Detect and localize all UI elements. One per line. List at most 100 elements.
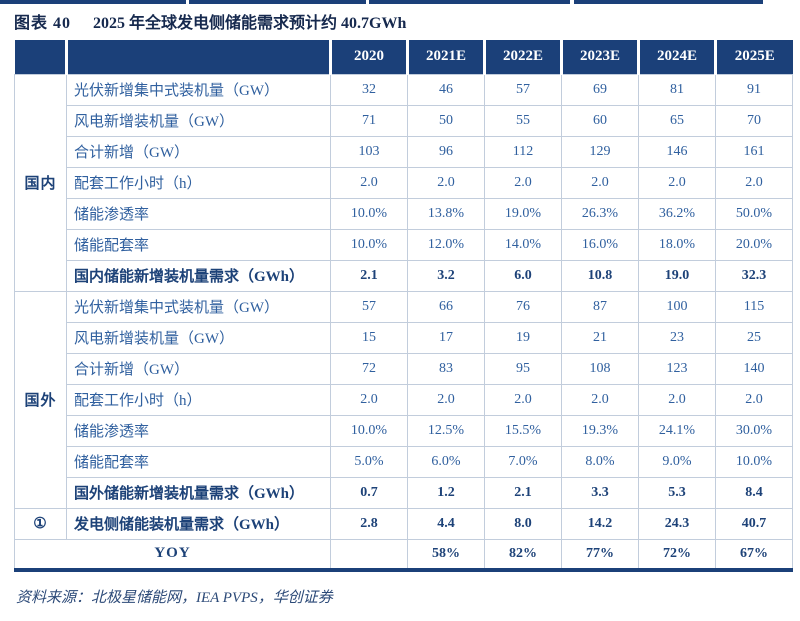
row-label-cell: 储能配套率 [66, 445, 331, 478]
value-cell: 50.0% [715, 197, 793, 230]
value-cell: 12.0% [407, 228, 485, 261]
value-cell: 83 [407, 352, 485, 385]
table-row: 合计新增（GW） 72 83 95 108 123 140 [15, 352, 793, 385]
value-cell: 100 [638, 290, 716, 323]
figure-title-text: 2025 年全球发电侧储能需求预计约 40.7GWh [93, 15, 407, 32]
value-cell: 10.0% [330, 228, 408, 261]
value-cell: 4.4 [407, 507, 485, 540]
value-cell: 2.8 [330, 507, 408, 540]
source-note: 资料来源：北极星储能网，IEA PVPS，华创证券 [16, 590, 333, 606]
value-cell: 9.0% [638, 445, 716, 478]
row-label-cell: 储能渗透率 [66, 197, 331, 230]
value-cell: 10.8 [561, 259, 639, 292]
value-cell: 30.0% [715, 414, 793, 447]
value-cell: 91 [715, 73, 793, 106]
figure-title: 图表 40 2025 年全球发电侧储能需求预计约 40.7GWh [14, 9, 406, 33]
value-cell: 25 [715, 321, 793, 354]
column-header-2025E: 2025E [714, 40, 793, 74]
row-label-cell: 发电侧储能装机量需求（GWh） [66, 507, 331, 540]
row-label-cell: 风电新增装机量（GW） [66, 104, 331, 137]
total-row: ① 发电侧储能装机量需求（GWh） 2.8 4.4 8.0 14.2 24.3 40.7 [14, 507, 793, 540]
value-cell: 140 [715, 352, 793, 385]
group-label-cell: 国外 [14, 290, 67, 509]
value-cell: 19.3% [561, 414, 639, 447]
row-label-cell: 配套工作小时（h） [66, 383, 331, 416]
group-label-cell: 国内 [14, 73, 67, 292]
value-cell: 8.4 [715, 476, 793, 509]
value-cell: 50 [407, 104, 485, 137]
table-row: 储能渗透率 10.0% 12.5% 15.5% 19.3% 24.1% 30.0% [15, 414, 793, 447]
table-row: 合计新增（GW） 103 96 112 129 146 161 [15, 135, 793, 168]
value-cell: 112 [484, 135, 562, 168]
table-row: 国外储能新增装机量需求（GWh） 0.7 1.2 2.1 3.3 5.3 8.4 [15, 476, 793, 509]
cropped-table-edge [0, 0, 763, 4]
value-cell: 69 [561, 73, 639, 106]
table-row: 风电新增装机量（GW） 71 50 55 60 65 70 [15, 104, 793, 137]
figure-label: 图表 40 [14, 15, 72, 32]
value-cell: 10.0% [330, 197, 408, 230]
value-cell: 115 [715, 290, 793, 323]
value-cell: 77% [561, 538, 639, 572]
yoy-label-cell: YOY [14, 538, 331, 572]
table-header-row: 2020 2021E 2022E 2023E 2024E 2025E [14, 40, 793, 74]
value-cell: 6.0% [407, 445, 485, 478]
value-cell: 12.5% [407, 414, 485, 447]
row-label-cell: 光伏新增集中式装机量（GW） [66, 290, 331, 323]
value-cell: 66 [407, 290, 485, 323]
value-cell: 24.3 [638, 507, 716, 540]
value-cell: 146 [638, 135, 716, 168]
column-header-2023E: 2023E [560, 40, 639, 74]
row-label-cell: 国内储能新增装机量需求（GWh） [66, 259, 331, 292]
row-label-cell: 国外储能新增装机量需求（GWh） [66, 476, 331, 509]
table-row: 国外 光伏新增集中式装机量（GW） 57 66 76 87 100 115 [14, 290, 793, 509]
value-cell: 76 [484, 290, 562, 323]
value-cell: 13.8% [407, 197, 485, 230]
value-cell: 3.3 [561, 476, 639, 509]
value-cell: 7.0% [484, 445, 562, 478]
value-cell: 1.2 [407, 476, 485, 509]
header-empty-group-cell [14, 40, 67, 74]
value-cell: 2.0 [715, 166, 793, 199]
value-cell: 32.3 [715, 259, 793, 292]
value-cell: 2.0 [484, 383, 562, 416]
column-header-2024E: 2024E [637, 40, 716, 74]
row-label-cell: 配套工作小时（h） [66, 166, 331, 199]
value-cell: 2.0 [407, 166, 485, 199]
value-cell: 2.0 [638, 166, 716, 199]
value-cell: 5.0% [330, 445, 408, 478]
column-header-2020: 2020 [329, 40, 408, 74]
table-row: 储能渗透率 10.0% 13.8% 19.0% 26.3% 36.2% 50.0% [15, 197, 793, 230]
total-row-marker: ① [14, 507, 67, 540]
value-cell: 95 [484, 352, 562, 385]
value-cell: 20.0% [715, 228, 793, 261]
value-cell: 16.0% [561, 228, 639, 261]
value-cell: 23 [638, 321, 716, 354]
value-cell: 2.0 [715, 383, 793, 416]
value-cell: 55 [484, 104, 562, 137]
header-empty-label-cell [65, 40, 331, 74]
value-cell: 129 [561, 135, 639, 168]
value-cell: 71 [330, 104, 408, 137]
row-label-cell: 合计新增（GW） [66, 352, 331, 385]
value-cell: 36.2% [638, 197, 716, 230]
table-row: 储能配套率 5.0% 6.0% 7.0% 8.0% 9.0% 10.0% [15, 445, 793, 478]
yoy-row: YOY 58% 82% 77% 72% 67% [14, 538, 793, 572]
value-cell: 96 [407, 135, 485, 168]
value-cell: 161 [715, 135, 793, 168]
table-row: 配套工作小时（h） 2.0 2.0 2.0 2.0 2.0 2.0 [15, 383, 793, 416]
forecast-table: 2020 2021E 2022E 2023E 2024E 2025E 国内 光伏新增集中式装… [14, 40, 793, 572]
value-cell: 19.0 [638, 259, 716, 292]
value-cell: 8.0% [561, 445, 639, 478]
value-cell: 8.0 [484, 507, 562, 540]
value-cell: 65 [638, 104, 716, 137]
row-label-cell: 合计新增（GW） [66, 135, 331, 168]
value-cell: 72% [638, 538, 716, 572]
value-cell: 2.0 [638, 383, 716, 416]
value-cell: 24.1% [638, 414, 716, 447]
row-label-cell: 风电新增装机量（GW） [66, 321, 331, 354]
value-cell: 32 [330, 73, 408, 106]
value-cell: 3.2 [407, 259, 485, 292]
value-cell: 5.3 [638, 476, 716, 509]
value-cell: 81 [638, 73, 716, 106]
